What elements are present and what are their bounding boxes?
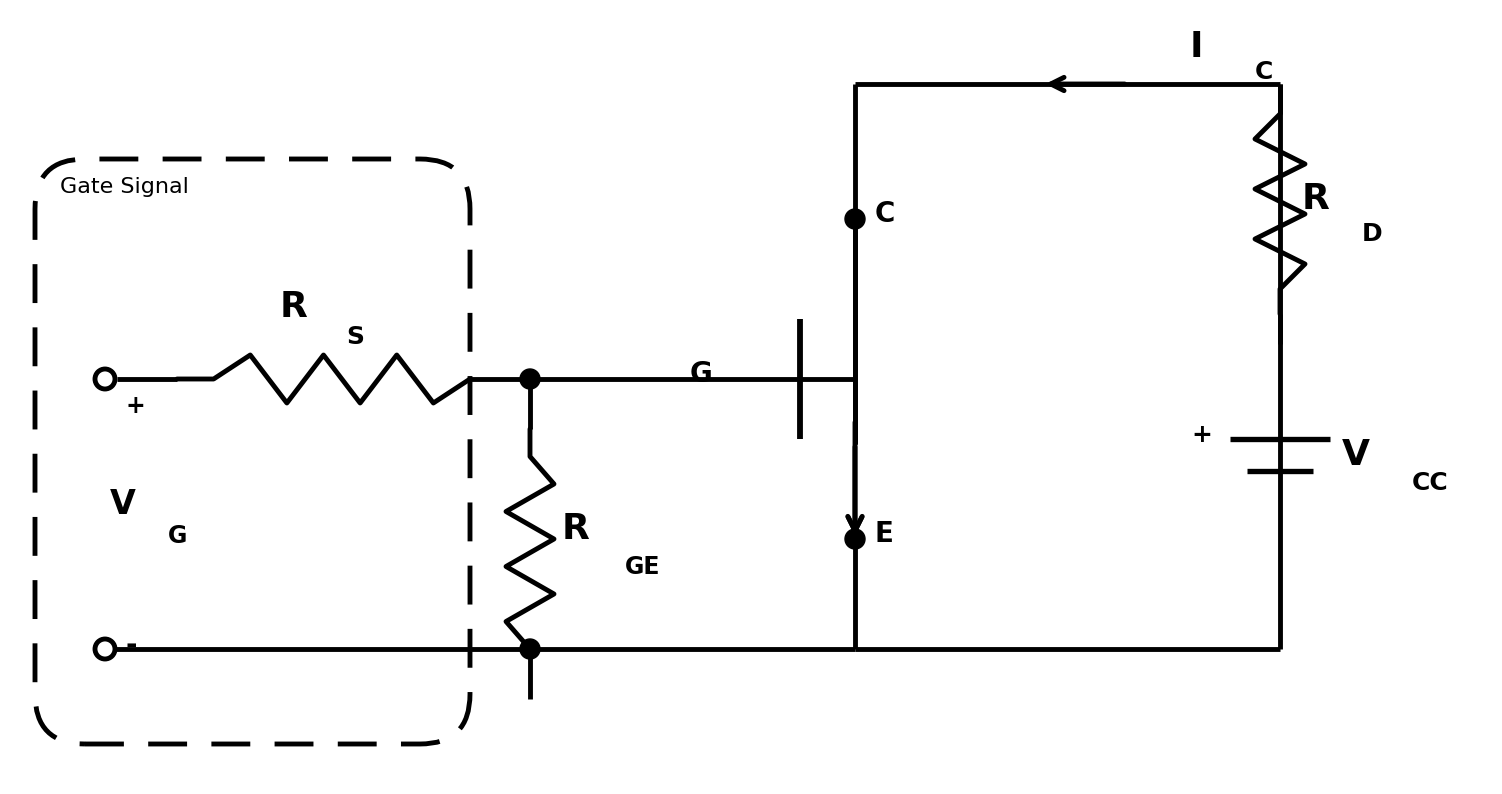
- Circle shape: [846, 529, 865, 549]
- Text: I: I: [1190, 30, 1203, 64]
- Text: S: S: [347, 325, 365, 349]
- Text: +: +: [1191, 423, 1212, 447]
- Text: V: V: [110, 488, 135, 521]
- Circle shape: [520, 639, 541, 659]
- Text: G: G: [168, 524, 188, 548]
- Text: GE: GE: [625, 555, 661, 579]
- Text: CC: CC: [1412, 471, 1449, 495]
- Circle shape: [95, 639, 116, 659]
- Text: R: R: [562, 512, 590, 546]
- Text: Gate Signal: Gate Signal: [60, 177, 189, 197]
- Text: R: R: [1302, 182, 1329, 216]
- Text: -: -: [125, 631, 137, 659]
- Text: V: V: [1341, 438, 1370, 472]
- Text: E: E: [876, 520, 894, 548]
- Circle shape: [846, 209, 865, 229]
- Text: C: C: [1256, 60, 1274, 84]
- Text: R: R: [279, 290, 308, 324]
- Text: C: C: [876, 200, 895, 228]
- Text: +: +: [125, 394, 144, 418]
- Circle shape: [520, 369, 541, 389]
- Text: D: D: [1362, 222, 1383, 246]
- Circle shape: [95, 369, 116, 389]
- Text: G: G: [689, 360, 713, 388]
